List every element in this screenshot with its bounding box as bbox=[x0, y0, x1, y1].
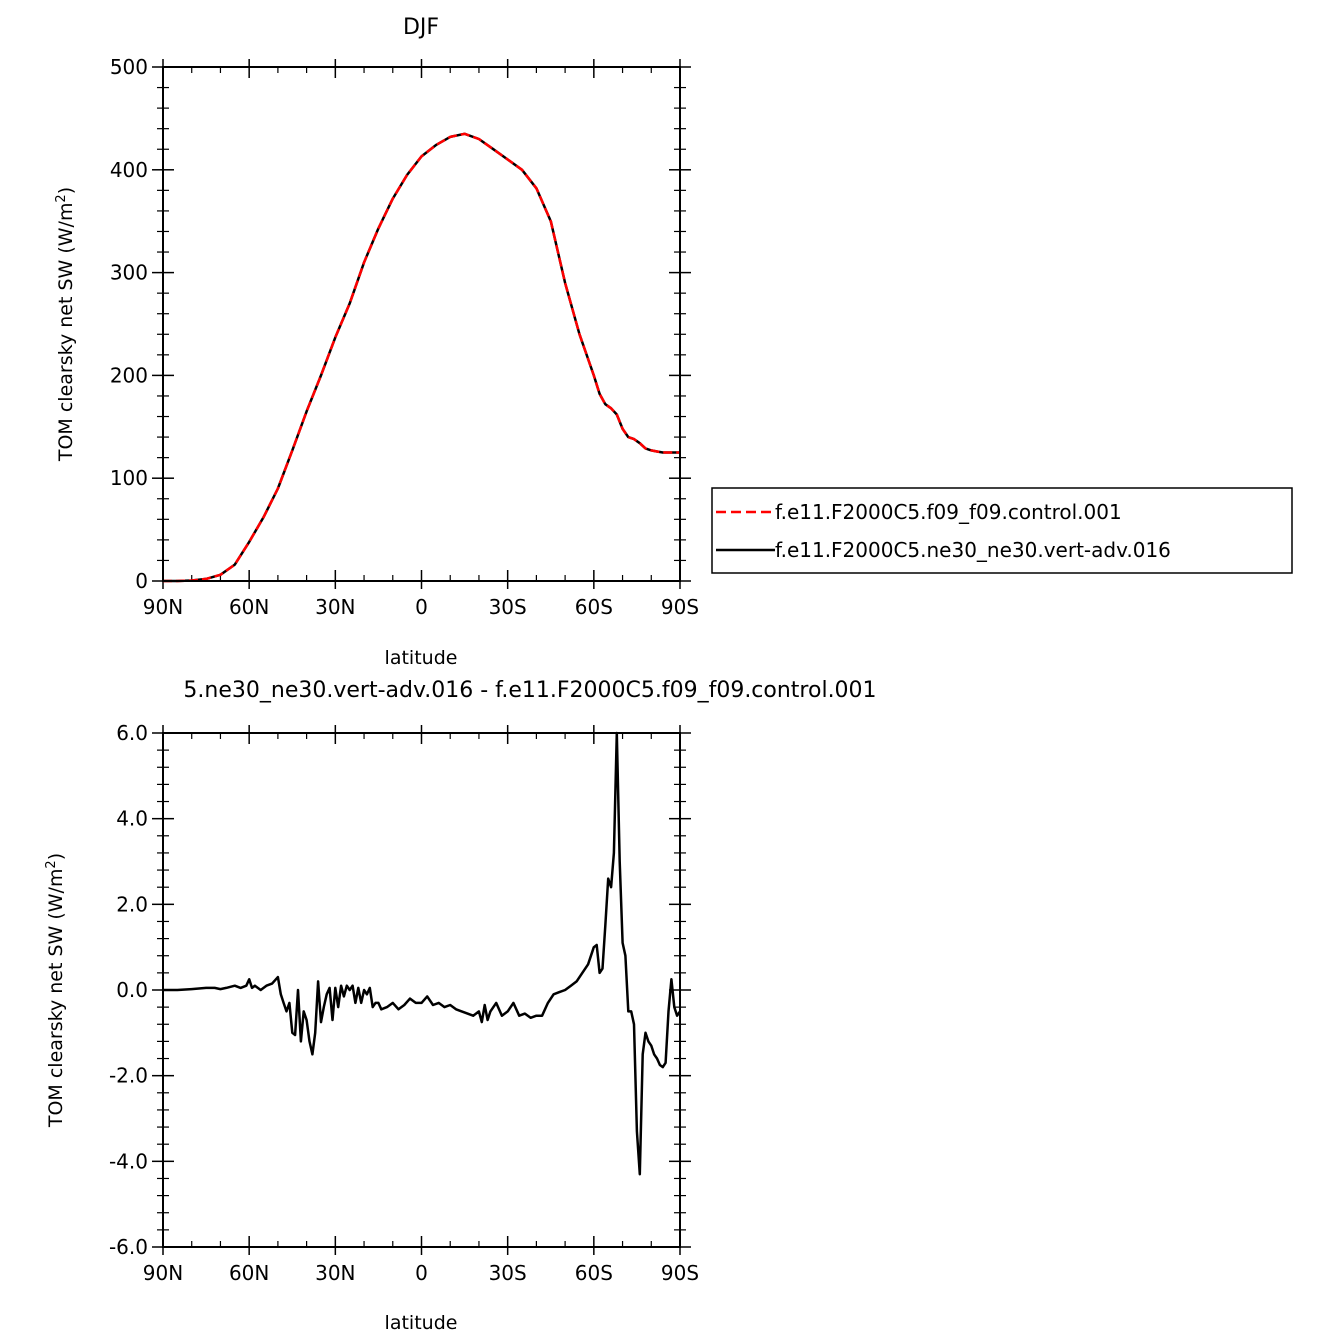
y-tick-label: 400 bbox=[110, 158, 148, 182]
legend-label-control: f.e11.F2000C5.f09_f09.control.001 bbox=[775, 500, 1122, 524]
legend: f.e11.F2000C5.f09_f09.control.001 f.e11.… bbox=[711, 487, 1293, 574]
top-x-tick-labels: 90N 60N 30N 0 30S 60S 90S bbox=[143, 595, 699, 619]
bottom-x-axis-label: latitude bbox=[385, 1312, 458, 1334]
y-tick-label: 500 bbox=[110, 55, 148, 79]
bottom-x-tick-labels: 90N 60N 30N 0 30S 60S 90S bbox=[143, 1261, 699, 1285]
bottom-series-lines bbox=[163, 731, 682, 1176]
top-plot-frame bbox=[162, 66, 681, 582]
y-tick-label: 0.0 bbox=[116, 978, 148, 1002]
x-tick-label: 30N bbox=[315, 1261, 355, 1285]
bottom-panel: 5.ne30_ne30.vert-adv.016 - f.e11.F2000C5… bbox=[44, 678, 877, 1334]
x-tick-label: 0 bbox=[415, 1261, 428, 1285]
top-chart-title: DJF bbox=[403, 15, 439, 40]
x-tick-label: 60S bbox=[575, 595, 613, 619]
top-x-axis-label: latitude bbox=[385, 647, 458, 669]
y-tick-label: 0 bbox=[135, 569, 148, 593]
top-panel: DJF 90N 60N 30N 0 30S 60S 90S 0 100 200 300 400 500… bbox=[54, 15, 1293, 669]
top-series-lines bbox=[163, 132, 680, 583]
y-tick-label: -6.0 bbox=[109, 1235, 148, 1259]
y-tick-label: 6.0 bbox=[116, 721, 148, 745]
y-tick-label: -2.0 bbox=[109, 1064, 148, 1088]
x-tick-label: 90S bbox=[661, 595, 699, 619]
bottom-y-tick-labels: -6.0 -4.0 -2.0 0.0 2.0 4.0 6.0 bbox=[109, 721, 148, 1259]
x-tick-label: 90N bbox=[143, 1261, 183, 1285]
x-tick-label: 0 bbox=[415, 595, 428, 619]
y-tick-label: 2.0 bbox=[116, 892, 148, 916]
series-line-1 bbox=[163, 132, 680, 583]
y-tick-label: -4.0 bbox=[109, 1149, 148, 1173]
x-tick-label: 30S bbox=[489, 595, 527, 619]
bottom-axis-ticks bbox=[152, 725, 691, 1255]
x-tick-label: 30N bbox=[315, 595, 355, 619]
y-tick-label: 100 bbox=[110, 466, 148, 490]
bottom-y-axis-label: TOM clearsky net SW (W/m2) bbox=[44, 853, 67, 1128]
series-line-0 bbox=[163, 132, 680, 583]
x-tick-label: 90N bbox=[143, 595, 183, 619]
legend-label-vert-adv: f.e11.F2000C5.ne30_ne30.vert-adv.016 bbox=[775, 538, 1171, 562]
y-tick-label: 200 bbox=[110, 363, 148, 387]
x-tick-label: 90S bbox=[661, 1261, 699, 1285]
series-line-0 bbox=[163, 731, 682, 1176]
y-tick-label: 300 bbox=[110, 261, 148, 285]
top-y-tick-labels: 0 100 200 300 400 500 bbox=[110, 55, 148, 593]
bottom-chart-title: 5.ne30_ne30.vert-adv.016 - f.e11.F2000C5… bbox=[183, 678, 876, 703]
x-tick-label: 60S bbox=[575, 1261, 613, 1285]
y-tick-label: 4.0 bbox=[116, 807, 148, 831]
x-tick-label: 60N bbox=[229, 595, 269, 619]
x-tick-label: 30S bbox=[489, 1261, 527, 1285]
x-tick-label: 60N bbox=[229, 1261, 269, 1285]
top-axis-ticks bbox=[152, 59, 691, 589]
legend-box bbox=[711, 487, 1293, 574]
top-y-axis-label: TOM clearsky net SW (W/m2) bbox=[54, 187, 77, 462]
bottom-plot-frame bbox=[162, 732, 681, 1248]
